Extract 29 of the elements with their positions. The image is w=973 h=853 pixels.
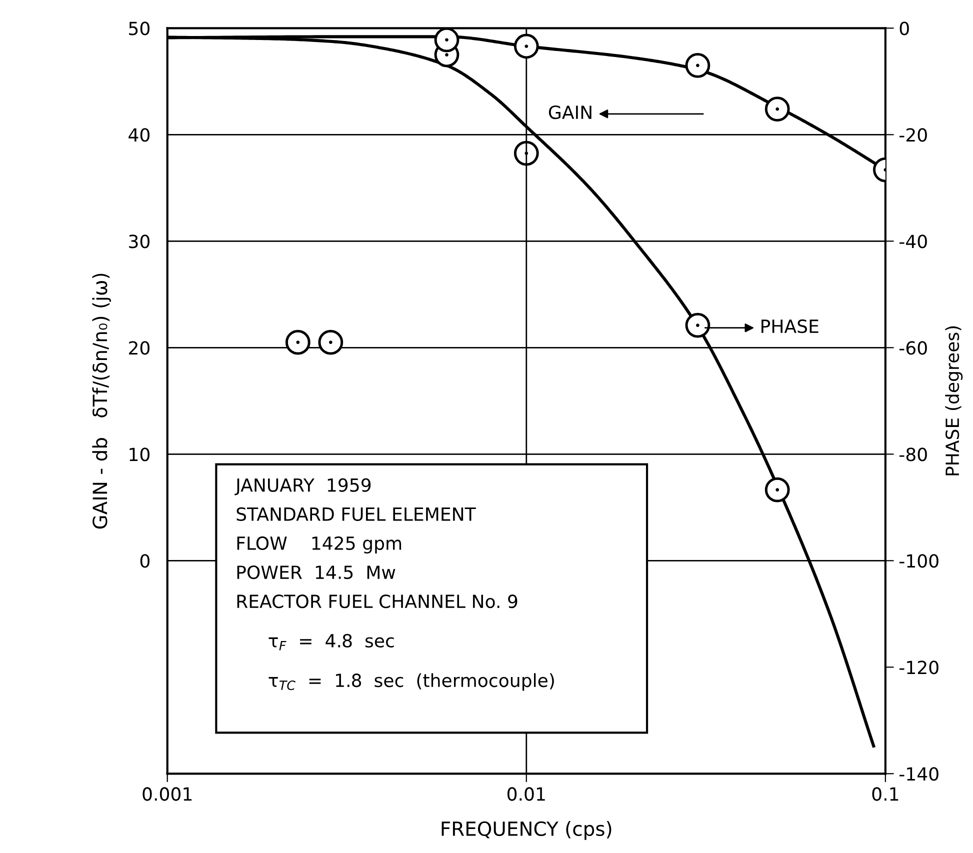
- annotation: REACTOR FUEL CHANNEL No. 9: [237, 594, 518, 608]
- y-tick-label: 20: [129, 341, 150, 355]
- annotation: τ$_{TC}$ = 1.8 sec (thermocouple): [268, 673, 554, 691]
- y-tick-label: 0: [140, 554, 150, 568]
- x-tick-label: 0.001: [142, 787, 192, 801]
- y2-tick-label: -80: [900, 448, 927, 462]
- annotation: τ$_{F}$ = 4.8 sec: [268, 634, 394, 650]
- y2-tick-label: -20: [900, 128, 927, 142]
- y-tick-label: 30: [129, 234, 150, 248]
- y2-axis-title: PHASE (degrees): [945, 326, 963, 476]
- y2-tick-label: -100: [900, 554, 938, 568]
- annotation: POWER 14.5 Mw: [237, 565, 396, 580]
- y-axis-title: GAIN - db δTf/(δn/n₀) (jω): [92, 274, 112, 529]
- y2-tick-label: -140: [900, 767, 938, 781]
- y-tick-label: 40: [128, 128, 150, 142]
- annotation: STANDARD FUEL ELEMENT: [236, 507, 476, 521]
- y-tick-label: 10: [130, 448, 150, 462]
- y2-tick-label: -40: [900, 234, 927, 248]
- annotation: JANUARY 1959: [234, 478, 371, 496]
- annotation: GAIN: [548, 105, 592, 120]
- y-tick-label: 50: [129, 22, 150, 36]
- x-tick-label: 0.1: [872, 787, 898, 801]
- y2-tick-label: 0: [900, 22, 909, 36]
- x-axis-title: FREQUENCY (cps): [442, 821, 612, 840]
- y2-tick-label: -120: [900, 660, 938, 674]
- y2-tick-label: -60: [900, 341, 927, 355]
- annotation: FLOW 1425 gpm: [237, 536, 402, 554]
- x-tick-label: 0.01: [507, 787, 545, 801]
- annotation: PHASE: [762, 319, 818, 334]
